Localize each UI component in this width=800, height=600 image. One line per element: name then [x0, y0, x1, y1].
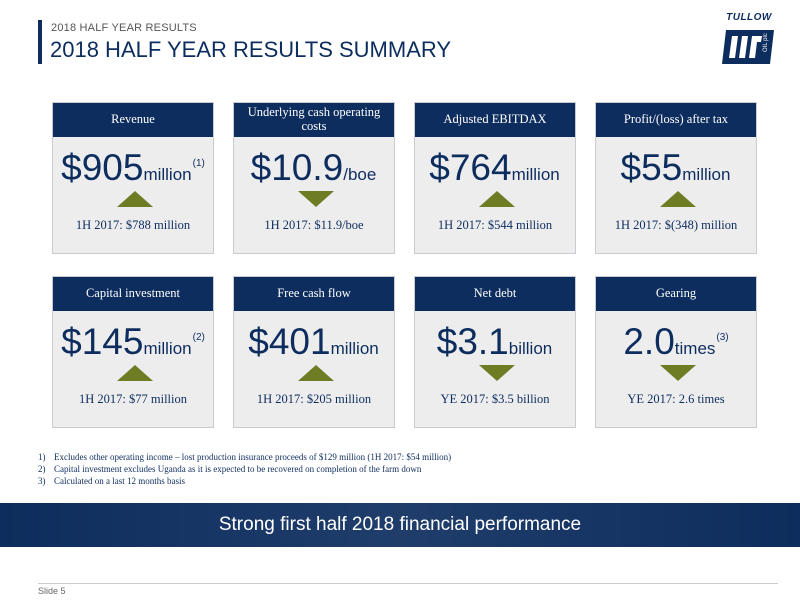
kpi-value: $145million(2) [53, 321, 213, 363]
kpi-title: Underlying cash operating costs [234, 103, 394, 137]
kpi-title: Net debt [415, 277, 575, 311]
kpi-number: $10.9 [250, 147, 344, 188]
kpi-comparison: 1H 2017: $77 million [79, 392, 187, 406]
kpi-number: $145 [61, 321, 144, 362]
kpi-unit: million [330, 339, 379, 358]
kpi-title: Gearing [596, 277, 756, 311]
kpi-comparison: 1H 2017: $544 million [437, 218, 553, 232]
kpi-value: 2.0times(3) [596, 321, 756, 363]
kpi-card-net-debt: Net debt $3.1billion YE 2017: $3.5 billi… [414, 276, 576, 428]
kpi-number: $3.1 [436, 321, 509, 362]
footnotes: 1) Excludes other operating income – lost… [38, 451, 598, 487]
kpi-footnote-ref: (1) [192, 158, 205, 169]
footnote: 3) Calculated on a last 12 months basis [38, 475, 598, 487]
tullow-oil-logo: TULLOW OIL plc [718, 12, 780, 68]
kpi-title: Free cash flow [234, 277, 394, 311]
footnote-number: 2) [38, 464, 46, 474]
footnote-text: Excludes other operating income – lost p… [54, 452, 452, 462]
kpi-unit: billion [508, 339, 553, 358]
kpi-value: $764million [415, 147, 575, 189]
kpi-value: $3.1billion [415, 321, 575, 363]
kpi-title: Adjusted EBITDAX [415, 103, 575, 137]
kpi-title: Profit/(loss) after tax [596, 103, 756, 137]
logo-emblem-letters: OIL plc [763, 33, 769, 52]
footnote-text: Calculated on a last 12 months basis [54, 476, 185, 486]
kpi-card-profit-after-tax: Profit/(loss) after tax $55million 1H 20… [595, 102, 757, 254]
kpi-comparison: 1H 2017: $11.9/boe [264, 218, 364, 232]
footnote: 1) Excludes other operating income – lost… [38, 451, 598, 463]
kpi-unit: million [143, 339, 192, 358]
trend-down-icon [660, 365, 696, 381]
title-accent-bar [38, 20, 42, 64]
kpi-comparison: 1H 2017: $(348) million [614, 218, 738, 232]
kpi-title: Revenue [53, 103, 213, 137]
kpi-unit: /boe [343, 165, 377, 184]
kpi-value: $401million [234, 321, 394, 363]
trend-down-icon [298, 191, 334, 207]
section-label: 2018 HALF YEAR RESULTS [51, 22, 197, 34]
slide-number: Slide 5 [38, 586, 66, 596]
kpi-card-gearing: Gearing 2.0times(3) YE 2017: 2.6 times [595, 276, 757, 428]
kpi-number: $905 [61, 147, 144, 188]
trend-up-icon [117, 365, 153, 381]
trend-up-icon [117, 191, 153, 207]
footnote-text: Capital investment excludes Uganda as it… [54, 464, 422, 474]
trend-up-icon [660, 191, 696, 207]
kpi-unit: million [682, 165, 731, 184]
kpi-comparison: 1H 2017: $205 million [256, 392, 372, 406]
footnote-number: 1) [38, 452, 46, 462]
logo-wordmark: TULLOW [726, 12, 772, 23]
kpi-value: $905million(1) [53, 147, 213, 189]
kpi-card-revenue: Revenue $905million(1) 1H 2017: $788 mil… [52, 102, 214, 254]
kpi-footnote-ref: (3) [716, 332, 729, 343]
banner-text: Strong first half 2018 financial perform… [218, 514, 582, 535]
kpi-unit: million [143, 165, 192, 184]
kpi-comparison: YE 2017: $3.5 billion [440, 392, 550, 406]
kpi-number: $764 [429, 147, 512, 188]
kpi-number: $401 [248, 321, 331, 362]
kpi-card-adjusted-ebitdax: Adjusted EBITDAX $764million 1H 2017: $5… [414, 102, 576, 254]
kpi-card-free-cash-flow: Free cash flow $401million 1H 2017: $205… [233, 276, 395, 428]
kpi-number: 2.0 [623, 321, 675, 362]
kpi-unit: times [674, 339, 716, 358]
logo-emblem-icon: OIL plc [722, 30, 774, 64]
kpi-card-capital-investment: Capital investment $145million(2) 1H 201… [52, 276, 214, 428]
summary-banner: Strong first half 2018 financial perform… [0, 503, 800, 547]
banner-highlight [0, 503, 800, 547]
kpi-value: $55million [596, 147, 756, 189]
kpi-comparison: YE 2017: 2.6 times [627, 392, 725, 406]
trend-down-icon [479, 365, 515, 381]
footer-divider [38, 583, 778, 584]
page-title: 2018 HALF YEAR RESULTS SUMMARY [50, 37, 452, 62]
kpi-value: $10.9/boe [234, 147, 394, 189]
kpi-unit: million [511, 165, 560, 184]
kpi-card-cash-operating-costs: Underlying cash operating costs $10.9/bo… [233, 102, 395, 254]
trend-up-icon [479, 191, 515, 207]
footnote: 2) Capital investment excludes Uganda as … [38, 463, 598, 475]
kpi-footnote-ref: (2) [192, 332, 205, 343]
footnote-number: 3) [38, 476, 46, 486]
kpi-title: Capital investment [53, 277, 213, 311]
kpi-number: $55 [620, 147, 683, 188]
trend-up-icon [298, 365, 334, 381]
kpi-comparison: 1H 2017: $788 million [75, 218, 191, 232]
